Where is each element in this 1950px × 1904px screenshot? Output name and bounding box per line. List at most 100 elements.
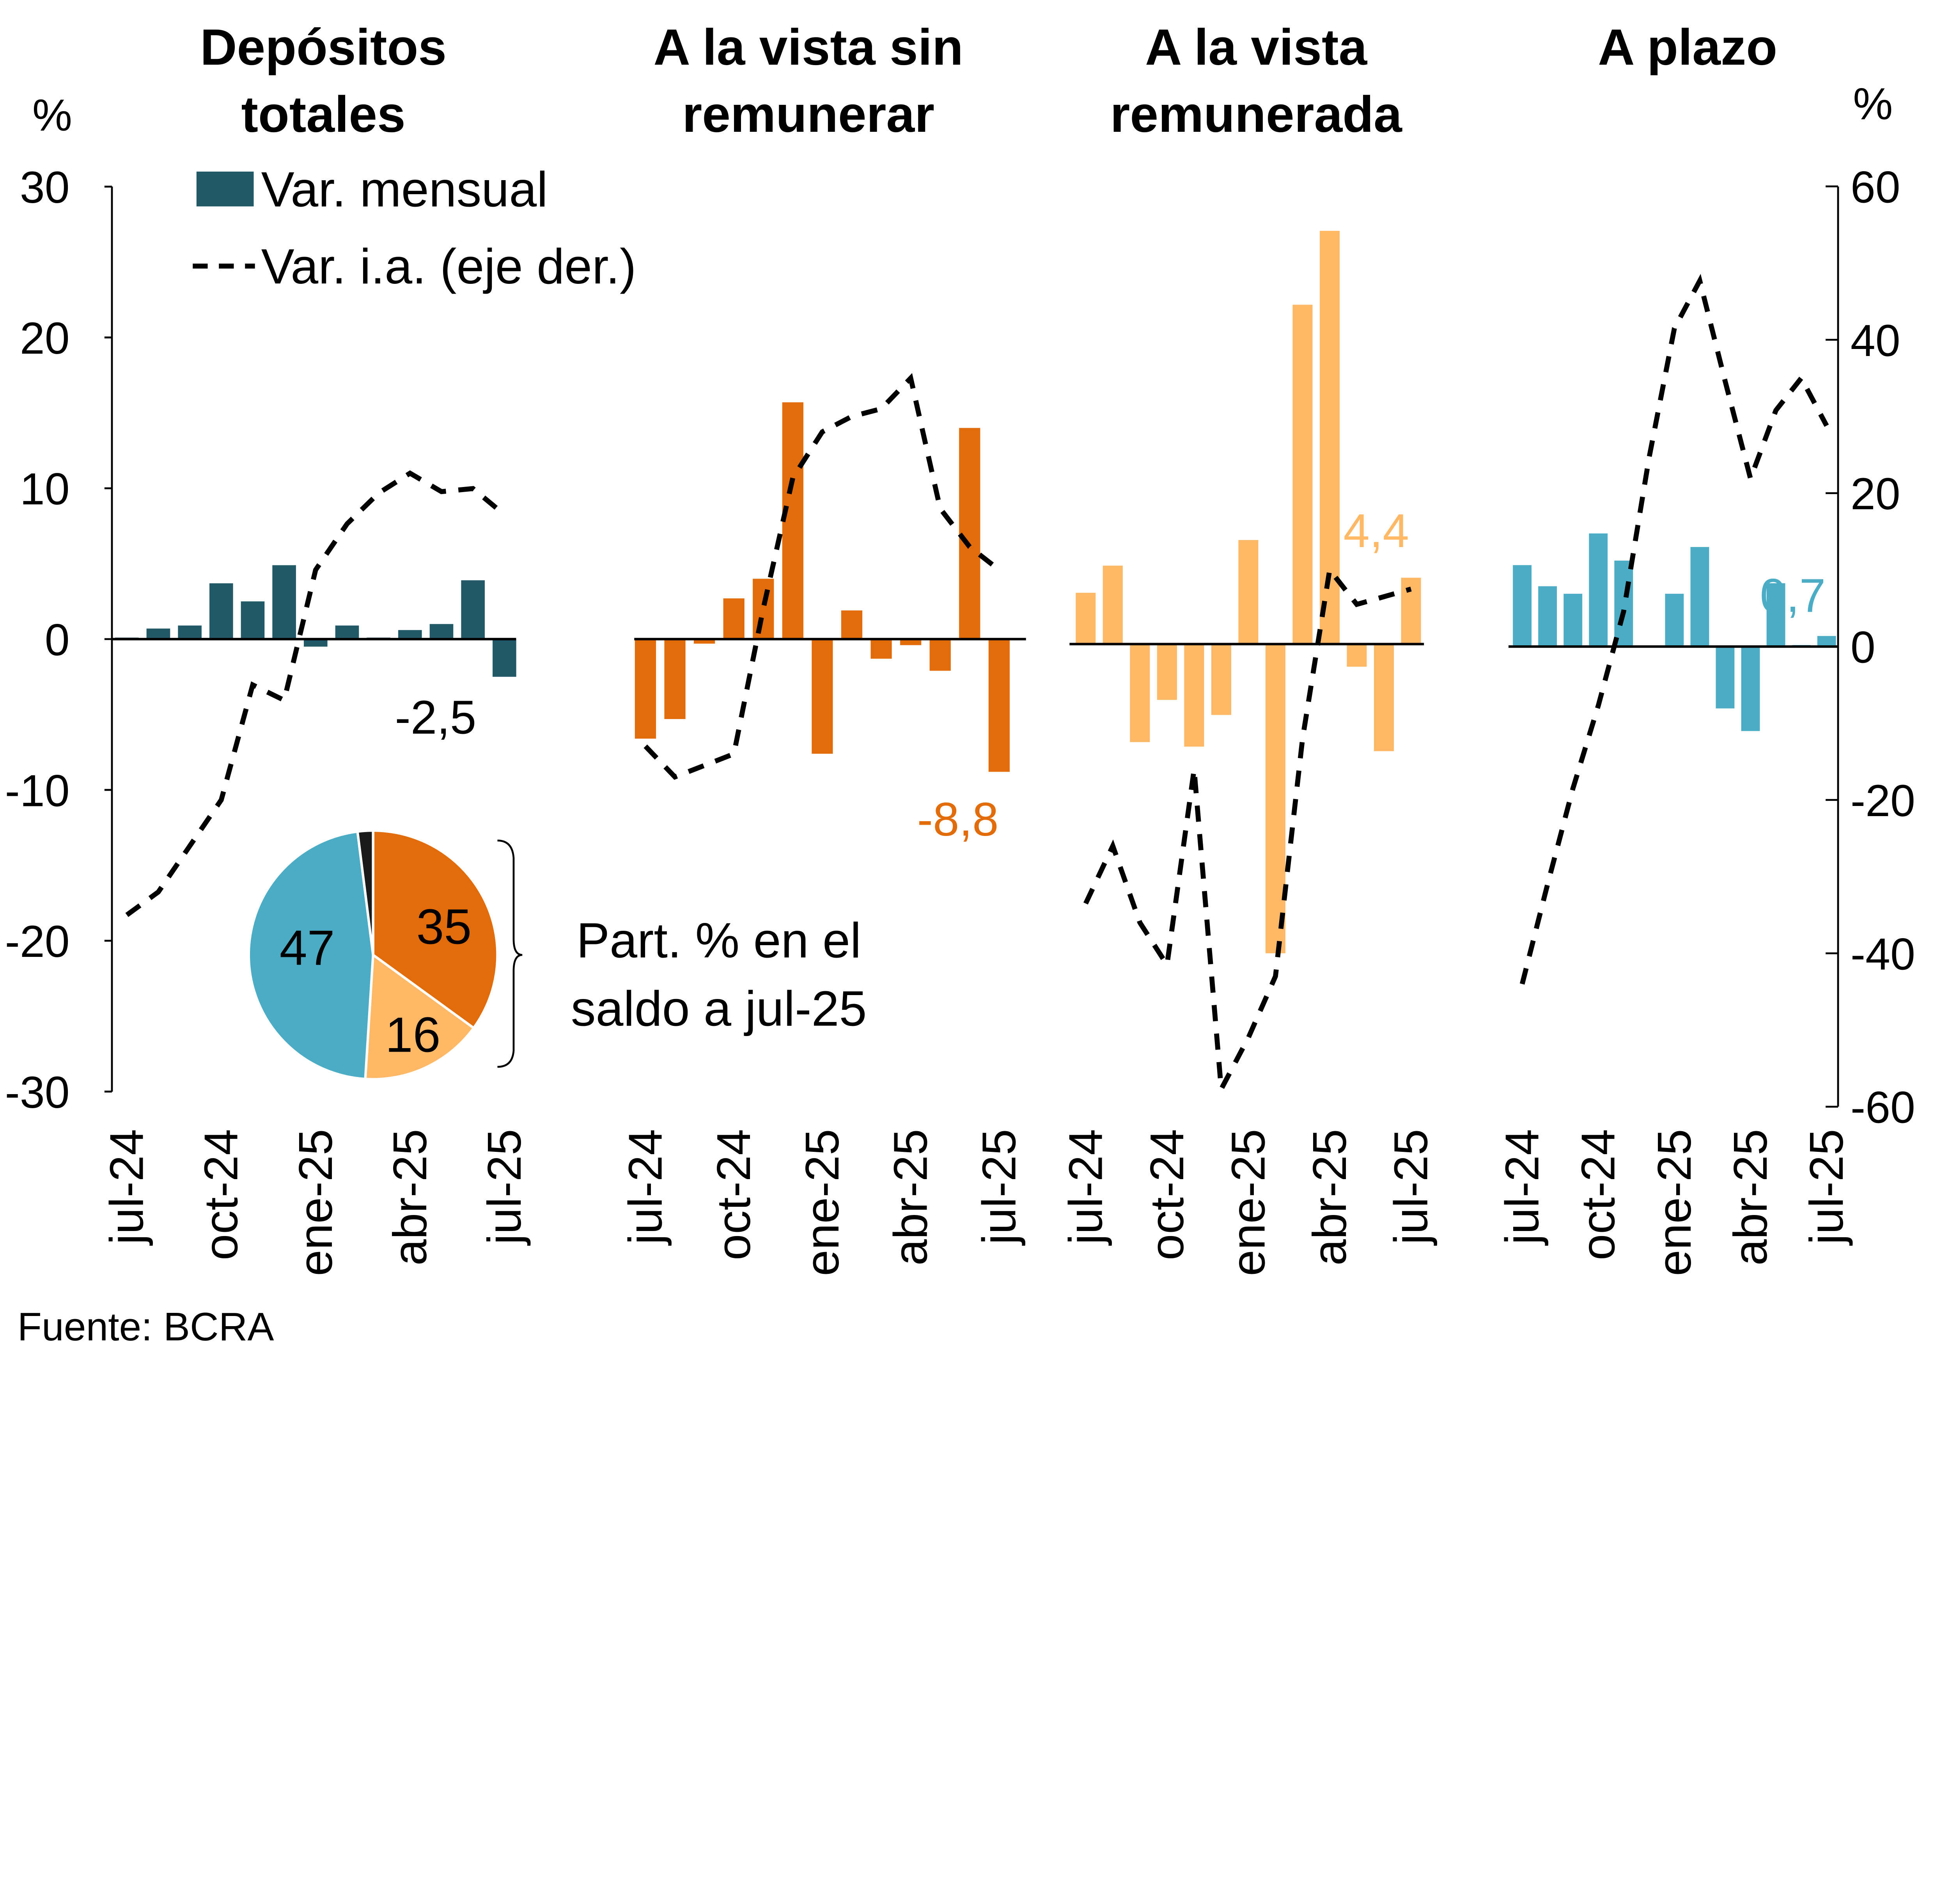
bar-oct-24 [723,598,745,639]
x-tick-label: abr-25 [1724,1129,1777,1265]
legend-line-label: Var. i.a. (eje der.) [261,239,636,294]
bar-sep-24 [1130,644,1150,742]
left-tick-label: -30 [5,1068,70,1118]
x-tick-label: abr-25 [884,1129,937,1265]
panel-title: A la vista sin [654,19,963,76]
right-axis-unit: % [1853,79,1893,129]
share-pie: 35 16 47 [247,829,499,1080]
panels: -2,5 jul-24 oct-24 ene-25 abr-25 jul-25 -8,8 ju… [100,230,1853,1276]
right-tick-label: -20 [1851,776,1915,826]
panel-titles: Depósitos totales A la vista sin remunerar A… [200,19,1777,143]
bar-abr-25 [900,639,922,645]
panel-title: A plazo [1598,19,1777,76]
x-tick-label: ene-25 [1221,1129,1275,1276]
pie-slice-sin_rem [372,829,499,1030]
bar-feb-25 [335,625,359,639]
legend: Var. mensual Var. i.a. (eje der.) [193,162,636,294]
bar-may-25 [1347,644,1367,667]
pie-caption-line1: Part. % en el [576,913,861,968]
panel-title: remunerar [682,86,934,143]
x-tick-label: abr-25 [383,1129,436,1265]
bar-nov-24 [1614,560,1633,647]
x-tick-label: jul-25 [478,1129,531,1245]
right-tick-label: -60 [1851,1083,1915,1133]
legend-bars-label: Var. mensual [261,162,548,217]
x-tick-label: jul-25 [1384,1129,1437,1245]
yoy-line [644,373,1001,780]
pie-slice-other [356,829,374,955]
panel-rem: 4,4 jul-24 oct-24 ene-25 abr-25 jul-25 [1059,230,1437,1276]
x-tick-label: jul-24 [1496,1129,1549,1245]
x-tick-label: jul-24 [100,1129,153,1245]
bar-ene-25 [1665,593,1684,647]
x-tick-label: jul-24 [1059,1129,1112,1245]
bar-sep-24 [1564,593,1583,647]
bar-sep-24 [178,625,202,639]
yoy-line [125,470,506,917]
left-tick-label: -20 [5,917,70,967]
x-tick-label: jul-25 [972,1129,1025,1245]
bar-ene-25 [304,639,328,647]
x-tick-label: jul-24 [619,1129,672,1245]
panel-title: remunerada [1110,86,1402,143]
bar-ago-24 [1538,586,1557,647]
axes: 30 20 10 0 -10 -20 -30 60 40 20 0 -20 -40 -60 [5,162,1915,1132]
bar-feb-25 [841,610,863,639]
bar-jun-25 [461,580,485,639]
right-tick-label: 0 [1851,623,1876,673]
right-tick-label: 40 [1851,316,1900,366]
bar-nov-24 [753,579,774,639]
bar-mar-25 [1716,646,1735,708]
bar-jul-25 [988,639,1010,772]
panel-sin_rem: -8,8 jul-24 oct-24 ene-25 abr-25 jul-25 [619,373,1026,1276]
bar-may-25 [1766,583,1785,647]
bar-jul-25 [1401,577,1421,644]
bar-dic-24 [272,565,296,639]
bar-nov-24 [1184,644,1204,747]
bar-oct-24 [1589,533,1608,647]
x-tick-label: oct-24 [707,1129,760,1260]
bar-ene-25 [1238,540,1259,644]
bar-jul-25 [493,639,516,677]
left-tick-label: -10 [5,766,70,816]
left-tick-label: 10 [20,464,70,514]
x-tick-label: oct-24 [1572,1129,1625,1260]
bar-dic-24 [1211,644,1231,715]
x-tick-label: ene-25 [1648,1129,1701,1276]
right-tick-label: 60 [1851,162,1900,212]
bar-abr-25 [1741,646,1760,731]
bar-sep-24 [694,639,715,644]
panel-total: -2,5 jul-24 oct-24 ene-25 abr-25 jul-25 [100,470,531,1276]
pie-slice-plazo [247,830,374,1080]
right-tick-label: -40 [1851,929,1915,979]
bar-feb-25 [1265,644,1285,953]
bar-jun-25 [959,428,980,639]
last-value-label: -2,5 [395,691,477,744]
deposits-chart: Depósitos totales A la vista sin remunerar A… [5,19,1915,1349]
bar-jun-25 [1374,644,1394,751]
bar-may-25 [429,624,454,639]
panel-title: A la vista [1145,19,1367,76]
x-tick-label: ene-25 [289,1129,342,1276]
legend-bar-swatch [196,172,254,207]
x-tick-label: oct-24 [1140,1129,1193,1260]
bar-ago-24 [1103,565,1123,644]
bar-ene-25 [812,639,833,754]
panel-title: totales [241,86,405,143]
yoy-line [1083,564,1412,1098]
pie-slice-rem [364,952,476,1080]
x-tick-label: jul-25 [1800,1129,1853,1245]
pie-bracket [497,840,523,1068]
bar-oct-24 [209,583,233,639]
bar-mar-25 [870,639,892,659]
panel-title: Depósitos [200,19,447,76]
left-tick-label: 0 [45,615,70,665]
bar-oct-24 [1157,644,1177,700]
bar-ago-24 [146,628,170,639]
bar-ago-24 [664,639,686,719]
bar-abr-25 [398,630,422,639]
panel-plazo: 0,7 jul-24 oct-24 ene-25 abr-25 jul-25 [1496,274,1853,1276]
pie-label-plazo: 47 [280,920,335,976]
bar-nov-24 [241,601,265,639]
bar-jul-24 [1076,593,1096,644]
